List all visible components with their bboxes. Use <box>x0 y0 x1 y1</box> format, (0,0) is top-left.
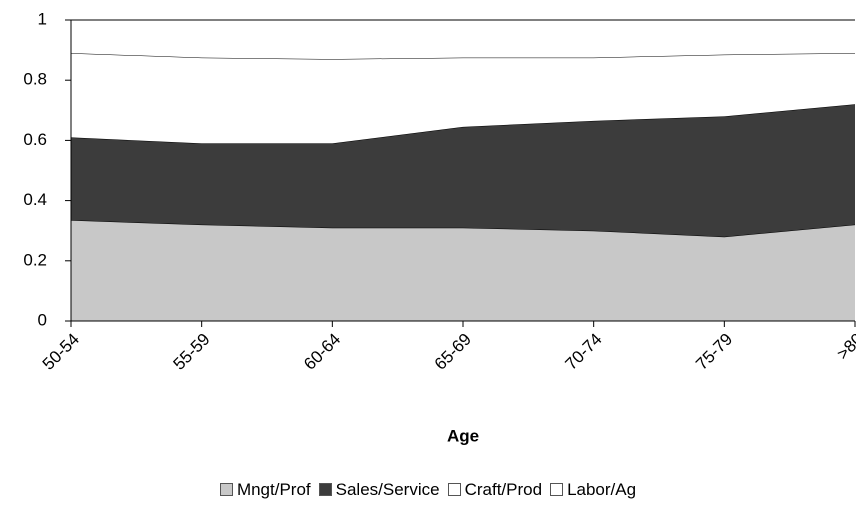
y-tick-label: 0 <box>38 310 47 329</box>
legend-swatch <box>447 483 461 496</box>
y-tick-label: 0.6 <box>23 130 47 149</box>
legend-item: Labor/Ag <box>550 480 636 500</box>
legend-label: Labor/Ag <box>567 480 637 499</box>
legend-item: Mngt/Prof <box>219 480 311 500</box>
legend-item: Sales/Service <box>318 480 440 500</box>
x-tick-label: 50-54 <box>39 330 83 374</box>
area <box>71 104 855 237</box>
area <box>71 20 855 60</box>
legend-item: Craft/Prod <box>447 480 543 500</box>
legend-label: Mngt/Prof <box>236 480 311 499</box>
x-tick-label: 65-69 <box>431 330 475 374</box>
area <box>71 220 855 321</box>
chart: Age 0 0.2 0.4 0.6 0.8 1 50-54 55-59 60-64 65-69 70… <box>23 9 856 445</box>
x-tick-label: 75-79 <box>692 330 736 374</box>
x-tick-label: >80 <box>833 330 856 364</box>
y-tick-label: 1 <box>38 9 47 28</box>
legend-swatch <box>318 483 332 496</box>
legend-label: Craft/Prod <box>464 480 543 499</box>
y-tick-label: 0.2 <box>23 250 47 269</box>
legend-swatch <box>219 483 233 496</box>
area <box>71 53 855 144</box>
y-tick-label: 0.4 <box>23 190 47 209</box>
x-tick-label: 55-59 <box>169 330 213 374</box>
x-tick-label: 60-64 <box>300 330 344 374</box>
legend-label: Sales/Service <box>335 480 440 499</box>
legend: Mngt/Prof Sales/Service Craft/Prod Labor/Ag <box>0 480 856 500</box>
legend-swatch <box>550 483 564 496</box>
x-axis-label: Age <box>447 426 479 445</box>
y-tick-label: 0.8 <box>23 70 47 89</box>
x-tick-label: 70-74 <box>561 330 605 374</box>
